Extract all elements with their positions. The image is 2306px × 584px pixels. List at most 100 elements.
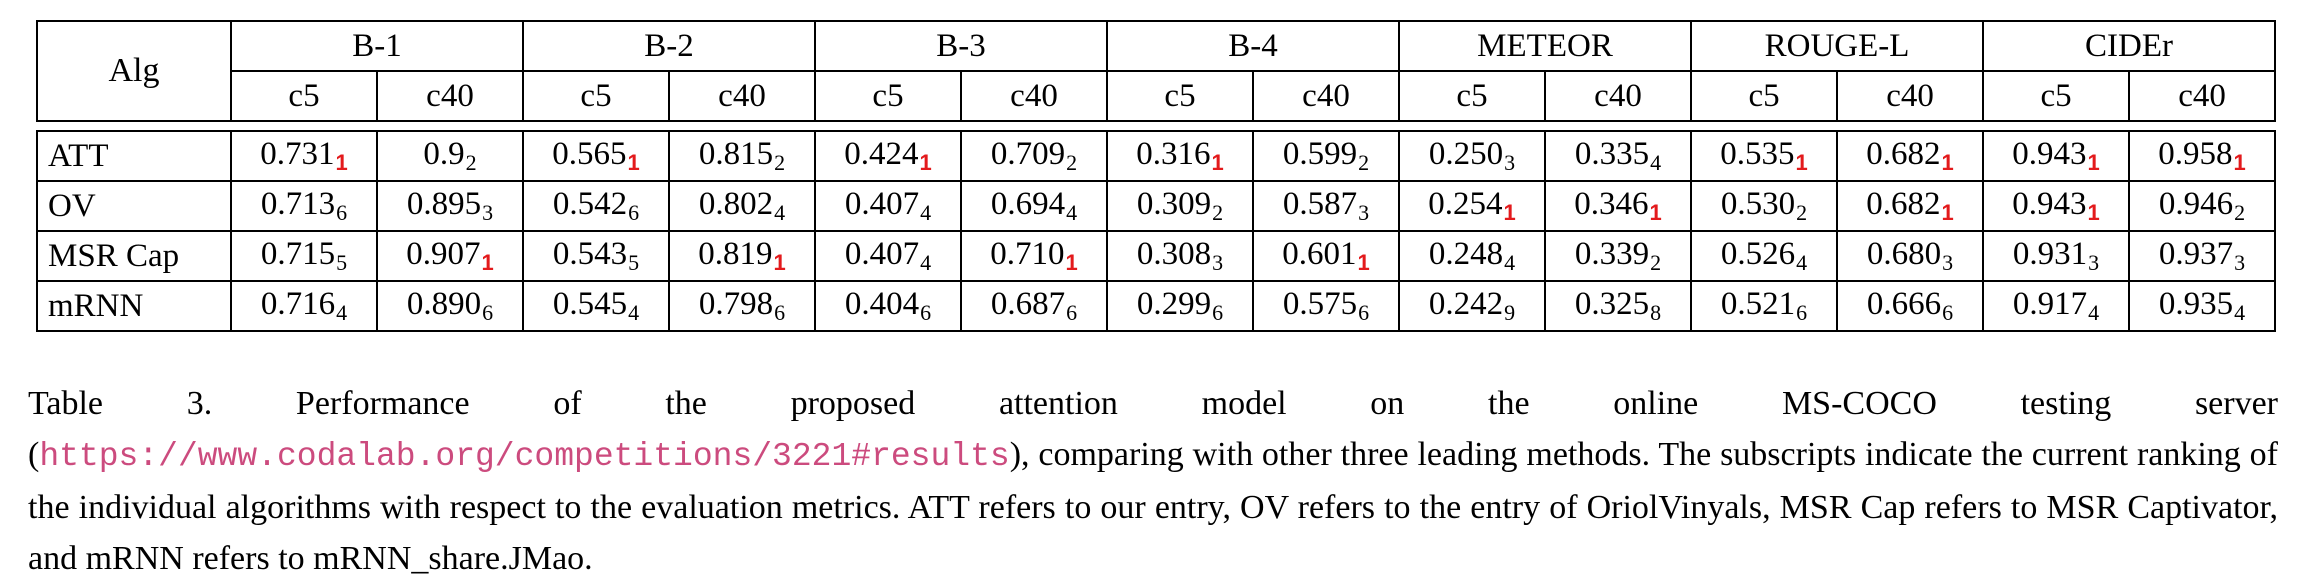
rank-subscript: 2: [1212, 200, 1224, 225]
score-cell: 0.7311: [230, 130, 378, 182]
score-value: 0.682: [1866, 136, 1941, 172]
rank-subscript: 1: [1357, 250, 1370, 275]
rank-subscript: 6: [1796, 300, 1808, 325]
score-cell: 0.6803: [1836, 230, 1985, 282]
score-cell: 0.4074: [814, 180, 962, 232]
score-cell: 0.6666: [1836, 280, 1985, 332]
score-value: 0.565: [552, 136, 627, 172]
score-cell: 0.8191: [668, 230, 816, 282]
algorithm-name: OV: [36, 180, 232, 232]
score-value: 0.687: [990, 286, 1066, 322]
rank-subscript: 2: [1358, 150, 1370, 175]
score-cell: 0.8953: [376, 180, 524, 232]
caption-prefix: Table 3. Performance of the proposed att…: [28, 385, 2278, 473]
rank-subscript: 6: [628, 200, 640, 225]
subset-header: c40: [1836, 70, 1985, 121]
score-cell: 0.4241: [814, 130, 962, 182]
rank-subscript: 6: [482, 300, 494, 325]
score-value: 0.530: [1720, 186, 1796, 222]
score-cell: 0.5435: [522, 230, 670, 282]
score-value: 0.299: [1136, 286, 1212, 322]
score-value: 0.254: [1428, 186, 1503, 222]
subset-header: c40: [1543, 70, 1693, 121]
score-value: 0.682: [1866, 186, 1941, 222]
rank-subscript: 1: [481, 250, 494, 275]
rank-subscript: 1: [1795, 150, 1808, 175]
score-cell: 0.6821: [1836, 180, 1985, 232]
rank-subscript: 2: [1650, 250, 1662, 275]
table-row: ATT 0.7311 0.92 0.5651 0.8152 0.4241 0.7092 0.3…: [36, 130, 2277, 182]
score-value: 0.946: [2158, 186, 2234, 222]
score-value: 0.931: [2012, 236, 2088, 272]
score-cell: 0.2541: [1398, 180, 1546, 232]
rank-subscript: 1: [1503, 200, 1516, 225]
rank-subscript: 4: [774, 200, 786, 225]
score-value: 0.535: [1720, 136, 1795, 172]
score-cell: 0.3161: [1106, 130, 1254, 182]
score-value: 0.937: [2158, 236, 2234, 272]
rank-subscript: 1: [627, 150, 640, 175]
score-cell: 0.6011: [1252, 230, 1400, 282]
score-cell: 0.5651: [522, 130, 670, 182]
score-cell: 0.5426: [522, 180, 670, 232]
score-value: 0.731: [260, 136, 335, 172]
score-value: 0.958: [2158, 136, 2233, 172]
score-value: 0.599: [1282, 136, 1358, 172]
rank-subscript: 6: [1066, 300, 1078, 325]
score-value: 0.521: [1720, 286, 1796, 322]
rank-subscript: 1: [2087, 150, 2100, 175]
header-separator: [37, 120, 2276, 132]
algorithm-name: ATT: [36, 130, 232, 182]
caption-link[interactable]: https://www.codalab.org/competitions/322…: [39, 438, 1010, 475]
score-value: 0.250: [1428, 136, 1504, 172]
score-cell: 0.9431: [1982, 130, 2131, 182]
score-value: 0.666: [1866, 286, 1942, 322]
subset-header: c5: [1106, 70, 1254, 121]
rank-subscript: 4: [920, 200, 932, 225]
score-value: 0.542: [552, 186, 628, 222]
rank-subscript: 4: [1796, 250, 1808, 275]
metric-header: B-1: [230, 20, 524, 72]
rank-subscript: 3: [2234, 250, 2246, 275]
subset-header: c40: [1252, 70, 1400, 121]
score-cell: 0.3392: [1543, 230, 1693, 282]
score-cell: 0.5454: [522, 280, 670, 332]
rank-subscript: 8: [1650, 300, 1662, 325]
score-cell: 0.8906: [376, 280, 524, 332]
subset-header: c40: [960, 70, 1108, 121]
score-cell: 0.9373: [2128, 230, 2277, 282]
score-cell: 0.4074: [814, 230, 962, 282]
rank-subscript: 5: [336, 250, 348, 275]
rank-subscript: 9: [1504, 300, 1516, 325]
metric-header: B-2: [522, 20, 816, 72]
score-value: 0.407: [844, 236, 920, 272]
score-cell: 0.4046: [814, 280, 962, 332]
subset-header: c40: [376, 70, 524, 121]
rank-subscript: 1: [1065, 250, 1078, 275]
score-value: 0.716: [260, 286, 336, 322]
score-cell: 0.9462: [2128, 180, 2277, 232]
metric-header: CIDEr: [1982, 20, 2277, 72]
score-cell: 0.9071: [376, 230, 524, 282]
rank-subscript: 4: [1650, 150, 1662, 175]
rank-subscript: 1: [773, 250, 786, 275]
table-row: mRNN 0.7164 0.8906 0.5454 0.7986 0.4046 0.6876…: [36, 280, 2277, 332]
rank-subscript: 1: [1649, 200, 1662, 225]
score-cell: 0.3354: [1543, 130, 1693, 182]
subset-header: c5: [230, 70, 378, 121]
subset-header: c5: [1982, 70, 2131, 121]
score-cell: 0.5992: [1252, 130, 1400, 182]
score-cell: 0.5302: [1690, 180, 1839, 232]
score-value: 0.890: [406, 286, 482, 322]
rank-subscript: 6: [336, 200, 348, 225]
algorithm-name: mRNN: [36, 280, 232, 332]
score-value: 0.895: [406, 186, 482, 222]
score-value: 0.715: [260, 236, 336, 272]
subset-header: c40: [2128, 70, 2277, 121]
score-cell: 0.3083: [1106, 230, 1254, 282]
rank-subscript: 1: [1941, 150, 1954, 175]
rank-subscript: 2: [2234, 200, 2246, 225]
score-cell: 0.7164: [230, 280, 378, 332]
score-cell: 0.2503: [1398, 130, 1546, 182]
score-value: 0.339: [1574, 236, 1650, 272]
